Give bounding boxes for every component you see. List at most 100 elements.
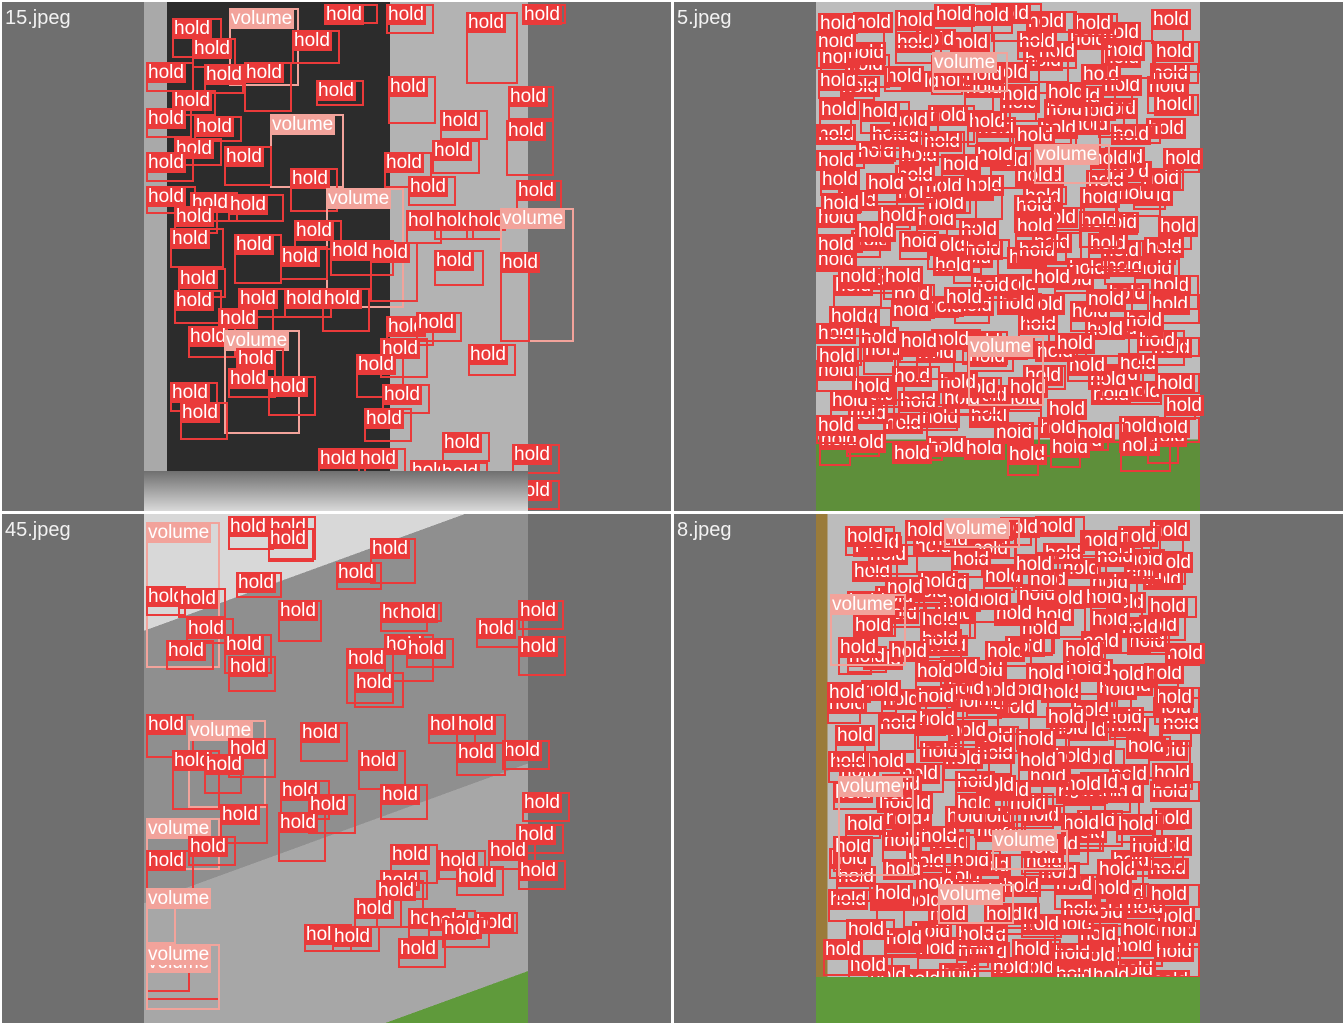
hold-detection: hold: [884, 66, 924, 92]
detection-label: hold: [518, 600, 558, 621]
hold-detection: hold: [816, 31, 856, 69]
detection-label: hold: [442, 918, 482, 939]
volume-detection: volume: [146, 888, 212, 944]
hold-detection: hold: [816, 150, 865, 171]
detection-label: hold: [518, 860, 558, 881]
detection-label: hold: [884, 66, 924, 87]
detection-label: hold: [926, 436, 966, 457]
hold-detection: hold: [318, 448, 366, 480]
hold-detection: hold: [228, 368, 276, 398]
detection-label: hold: [1158, 216, 1198, 237]
detection-label: hold: [1017, 240, 1057, 261]
hold-detection: hold: [1149, 884, 1200, 908]
hold-detection: hold: [1155, 906, 1195, 943]
detection-label: hold: [951, 549, 991, 570]
hold-detection: hold: [512, 444, 560, 474]
detection-label: hold: [885, 577, 925, 598]
detection-label: hold: [224, 634, 264, 655]
hold-detection: hold: [188, 836, 236, 866]
detection-label: hold: [456, 742, 496, 763]
detection-label: hold: [398, 602, 438, 623]
detection-label: volume: [146, 818, 212, 839]
detection-label: hold: [1014, 554, 1054, 575]
detection-label: hold: [933, 255, 973, 276]
hold-detection: hold: [1154, 41, 1200, 73]
hold-detection: hold: [1047, 399, 1087, 435]
hold-detection: hold: [440, 110, 488, 140]
hold-detection: hold: [146, 714, 194, 758]
detection-label: hold: [985, 641, 1025, 662]
hold-detection: hold: [1081, 64, 1121, 100]
hold-detection: hold: [476, 618, 524, 648]
detection-label: hold: [835, 725, 875, 746]
hold-detection: hold: [172, 90, 216, 116]
hold-detection: hold: [522, 4, 566, 25]
volume-detection: volume: [932, 52, 1008, 92]
volume-detection: volume: [830, 594, 906, 666]
detection-label: hold: [390, 844, 430, 865]
detection-label: hold: [468, 344, 508, 365]
detection-label: hold: [845, 814, 885, 835]
detection-label: hold: [959, 219, 999, 240]
image-filename: 8.jpeg: [677, 519, 732, 541]
detection-label: hold: [838, 637, 878, 658]
image-panel-5: hold hold hold hold hold hold hold hold hold hold…: [674, 2, 1343, 511]
detection-label: volume: [326, 188, 392, 209]
detection-label: hold: [1144, 237, 1184, 258]
hold-detection: hold: [456, 714, 506, 744]
detection-label: hold: [488, 840, 528, 861]
hold-detection: hold: [1061, 813, 1101, 851]
hold-detection: hold: [346, 648, 394, 704]
hold-detection: hold: [178, 268, 226, 298]
detection-label: hold: [1163, 148, 1203, 169]
detection-label: hold: [146, 586, 186, 607]
detection-label: hold: [386, 4, 426, 25]
detection-label: hold: [1046, 707, 1086, 728]
hold-detection: hold: [380, 784, 428, 820]
detection-label: hold: [823, 939, 863, 960]
detection-label: hold: [948, 720, 988, 741]
detection-label: hold: [860, 101, 900, 122]
hold-detection: hold: [873, 883, 913, 905]
detection-label: hold: [294, 220, 334, 241]
detection-label: volume: [838, 776, 904, 797]
climbing-wall-photo: hold hold hold hold hold hold hold hold hold hold…: [816, 2, 1204, 511]
hold-detection: hold: [300, 722, 348, 762]
detection-label: hold: [918, 571, 958, 592]
detection-label: hold: [827, 682, 867, 703]
hold-detection: hold: [434, 250, 484, 286]
volume-detection: volume: [146, 944, 220, 1010]
detection-label: hold: [170, 382, 210, 403]
detection-label: hold: [476, 618, 516, 639]
detection-label: hold: [384, 152, 424, 173]
hold-detection: hold: [994, 422, 1034, 444]
detection-label: volume: [1034, 144, 1100, 165]
hold-detection: hold: [468, 344, 516, 376]
detection-label: hold: [516, 180, 556, 201]
detection-label: hold: [354, 672, 394, 693]
image-panel-45: volume hold hold hold hold hold hold hol…: [2, 514, 671, 1023]
detection-label: hold: [1150, 781, 1190, 802]
hold-detection: hold: [278, 812, 326, 862]
hold-detection: hold: [1046, 707, 1086, 728]
hold-detection: hold: [466, 12, 518, 84]
detection-label: hold: [903, 890, 943, 911]
hold-detection: hold: [364, 408, 412, 442]
detection-label: hold: [1008, 377, 1048, 398]
volume-detection: volume: [944, 518, 1020, 548]
hold-detection: hold: [186, 618, 234, 644]
hold-detection: hold: [1073, 13, 1118, 37]
detection-label: hold: [1085, 319, 1125, 340]
hold-detection: hold: [228, 738, 276, 778]
hold-detection: hold: [971, 5, 1013, 34]
hold-detection: hold: [146, 850, 194, 890]
hold-detection: hold: [1008, 377, 1048, 412]
detection-label: hold: [895, 32, 935, 53]
detection-label: hold: [324, 4, 364, 25]
hold-detection: hold: [330, 240, 394, 276]
detection-label: hold: [1063, 774, 1103, 795]
detection-label: hold: [853, 615, 893, 636]
detection-label: hold: [318, 448, 358, 469]
hold-detection: hold: [174, 290, 222, 324]
detection-label: hold: [370, 538, 410, 559]
